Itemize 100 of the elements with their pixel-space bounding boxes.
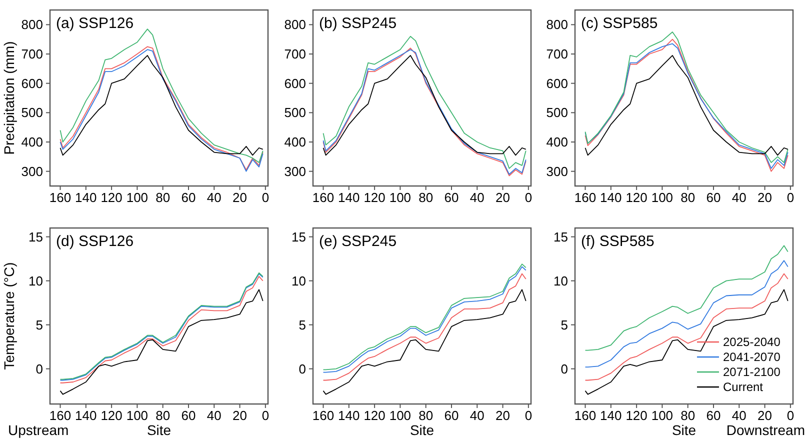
x-tick-label: 40	[732, 190, 746, 205]
x-tick-label: 140	[338, 190, 360, 205]
x-tick-label: 100	[389, 190, 412, 205]
y-tick-label: 0	[36, 361, 43, 376]
x-tick-label: 0	[262, 408, 270, 423]
line-series	[584, 273, 788, 381]
y-tick-label: 700	[284, 46, 306, 62]
y-tick-label: 400	[21, 134, 43, 150]
x-tick-label: 160	[49, 408, 72, 423]
y-tick-label: 500	[284, 105, 306, 120]
line-series	[584, 260, 788, 368]
x-tick-label: 20	[232, 408, 248, 423]
x-tick-label: 160	[49, 190, 72, 205]
y-tick-label: 15	[28, 229, 43, 244]
x-tick-label: 60	[444, 190, 459, 205]
x-tick-label: 0	[524, 190, 532, 205]
legend-label: 2071-2100	[723, 365, 781, 379]
chart-title: (c) SSP585	[581, 15, 658, 32]
x-tick-label: 120	[100, 190, 122, 205]
y-tick-label: 600	[21, 76, 43, 91]
x-tick-label: 120	[626, 190, 648, 205]
x-tick-label: 100	[126, 408, 148, 423]
chart-title: (f) SSP585	[581, 233, 654, 250]
x-tick-label: 60	[706, 190, 721, 205]
x-tick-label: 80	[680, 408, 696, 423]
x-tick-label: 40	[470, 408, 484, 423]
y-tick-label: 800	[546, 17, 568, 32]
x-tick-label: 80	[418, 190, 434, 205]
legend-label: 2041-2070	[723, 350, 781, 364]
text: Downstream	[726, 422, 805, 438]
x-tick-label: 120	[364, 408, 386, 423]
x-tick-label: 60	[444, 408, 459, 423]
x-tick-label: 140	[600, 190, 622, 205]
x-tick-label: 140	[338, 408, 360, 423]
y-tick-label: 300	[284, 164, 306, 179]
line-series	[60, 289, 264, 395]
line-series	[60, 55, 264, 156]
x-tick-label: 80	[156, 408, 170, 423]
x-tick-label: 100	[651, 408, 674, 423]
x-tick-label: 160	[312, 190, 334, 205]
y-tick-label: 600	[284, 76, 306, 91]
x-tick-label: 160	[312, 408, 334, 423]
x-tick-label: 100	[389, 408, 412, 423]
x-tick-label: 160	[574, 408, 596, 423]
x-tick-label: 160	[574, 190, 596, 205]
y-tick-label: 300	[546, 164, 568, 179]
chart-title: (d) SSP126	[56, 233, 134, 250]
y-tick-label: 300	[21, 164, 43, 179]
x-tick-label: 80	[156, 190, 170, 205]
x-tick-label: 20	[496, 408, 510, 423]
y-tick-label: 0	[298, 361, 306, 376]
x-tick-label: 20	[758, 190, 772, 205]
y-tick-label: 15	[292, 229, 306, 244]
legend-label: 2025-2040	[723, 335, 781, 349]
line-series	[584, 289, 788, 395]
y-tick-label: 5	[298, 317, 306, 332]
y-tick-label: 400	[284, 134, 306, 150]
x-tick-label: 80	[680, 190, 696, 205]
chart-title: (b) SSP245	[319, 15, 397, 32]
x-tick-label: 0	[524, 408, 532, 423]
chart-title: (a) SSP126	[56, 15, 134, 32]
x-tick-label: 80	[418, 408, 434, 423]
x-tick-label: 60	[706, 408, 721, 423]
x-tick-label: 140	[75, 408, 97, 423]
x-tick-label: 20	[496, 190, 510, 205]
y-tick-label: 10	[554, 273, 568, 288]
x-tick-label: 40	[206, 408, 222, 423]
y-tick-label: 500	[546, 105, 568, 120]
y-tick-label: 0	[560, 361, 568, 376]
x-tick-label: 0	[262, 190, 270, 205]
x-tick-label: 40	[206, 190, 222, 205]
x-tick-label: 20	[232, 190, 248, 205]
x-tick-label: 120	[100, 408, 122, 423]
x-axis-title: Site	[410, 422, 434, 438]
x-tick-label: 0	[786, 408, 794, 423]
y-axis-title: Precipitation (mm)	[1, 41, 17, 155]
y-tick-label: 800	[21, 17, 43, 32]
y-tick-label: 700	[546, 46, 568, 62]
x-tick-label: 40	[732, 408, 746, 423]
x-tick-label: 0	[786, 190, 794, 205]
legend-label: Current	[723, 380, 764, 394]
y-tick-label: 5	[36, 317, 43, 332]
y-tick-label: 5	[560, 317, 568, 332]
x-tick-label: 100	[651, 190, 674, 205]
y-tick-label: 700	[21, 46, 43, 62]
line-series	[322, 289, 526, 395]
x-tick-label: 140	[75, 190, 97, 205]
y-tick-label: 10	[28, 273, 43, 288]
x-axis-title: Site	[146, 422, 172, 438]
y-tick-label: 400	[546, 134, 568, 150]
x-tick-label: 60	[181, 408, 196, 423]
y-tick-label: 10	[292, 273, 306, 288]
line-series	[584, 55, 788, 156]
x-axis-title: Site	[672, 422, 696, 438]
x-tick-label: 40	[470, 190, 484, 205]
chart-title: (e) SSP245	[319, 233, 397, 250]
text: Upstream	[8, 422, 69, 438]
x-tick-label: 60	[181, 190, 196, 205]
y-tick-label: 800	[284, 17, 306, 32]
y-tick-label: 15	[554, 229, 568, 244]
